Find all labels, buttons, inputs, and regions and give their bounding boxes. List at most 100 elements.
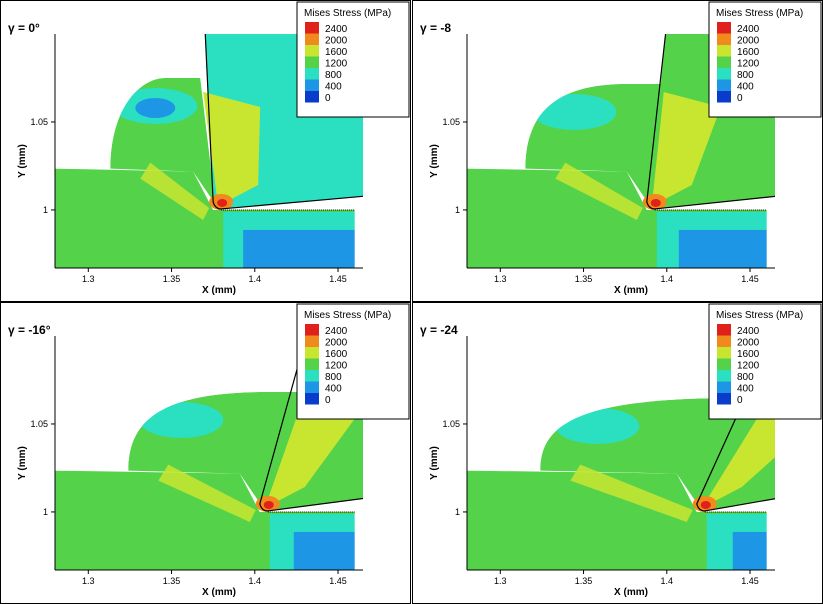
legend-level-label: 1600: [325, 47, 348, 58]
x-axis-label: X (mm): [614, 587, 648, 598]
legend-level-label: 2400: [737, 326, 760, 337]
y-axis-label: Y (mm): [17, 446, 28, 480]
contour-field: [55, 336, 363, 570]
x-tick-label: 1.35: [163, 576, 181, 586]
region-machined-blue: [678, 229, 775, 268]
y-tick-label: 1.05: [442, 117, 460, 127]
region-air-top: [165, 34, 206, 78]
region-high-stress: [203, 92, 261, 206]
legend-level-label: 1600: [737, 47, 760, 58]
y-axis-label: Y (mm): [17, 144, 28, 178]
region-hot-2400: [263, 500, 274, 509]
x-tick-label: 1.35: [575, 274, 593, 284]
legend-title: Mises Stress (MPa): [304, 8, 391, 19]
legend-level-label: 400: [737, 82, 754, 93]
legend-swatch: [717, 22, 731, 34]
x-tick-label: 1.3: [494, 274, 507, 284]
region-machined-blue: [293, 531, 363, 570]
region-air-top: [625, 34, 666, 84]
region-uncut-material: [467, 470, 697, 570]
legend-level-label: 1200: [737, 361, 760, 372]
legend-swatch: [305, 45, 319, 57]
y-tick-label: 1.05: [442, 419, 460, 429]
legend-level-label: 0: [325, 395, 331, 406]
legend-title: Mises Stress (MPa): [716, 8, 803, 19]
legend-swatch: [717, 56, 731, 68]
legend-level-label: 1200: [325, 59, 348, 70]
legend-swatch: [717, 370, 731, 382]
legend-swatch: [717, 347, 731, 359]
legend-swatch: [305, 358, 319, 370]
tool-outline: [204, 34, 363, 210]
legend-swatch: [305, 91, 319, 103]
legend-level-label: 800: [737, 70, 754, 81]
legend-level-label: 800: [325, 70, 342, 81]
region-chip-low: [532, 93, 617, 130]
region-high-stress: [264, 394, 362, 508]
legend-level-label: 800: [325, 372, 342, 383]
legend-level-label: 2400: [325, 24, 348, 35]
legend-level-label: 800: [737, 372, 754, 383]
legend-level-label: 1200: [325, 361, 348, 372]
legend-swatch: [305, 381, 319, 393]
region-shear-zone: [570, 464, 693, 522]
legend-swatch: [305, 68, 319, 80]
legend-swatch: [717, 91, 731, 103]
x-tick-label: 1.45: [741, 576, 759, 586]
legend-level-label: 1600: [325, 349, 348, 360]
legend-level-label: 400: [325, 82, 342, 93]
legend-level-label: 2400: [325, 326, 348, 337]
legend-swatch: [305, 370, 319, 382]
region-air-left: [467, 34, 626, 169]
region-hot-2400: [650, 198, 661, 207]
legend-level-label: 2000: [325, 338, 348, 349]
x-tick-label: 1.45: [741, 274, 759, 284]
panel-gamma-label: γ = -16°: [8, 323, 51, 337]
legend-level-label: 0: [325, 93, 331, 104]
region-machined-blue: [243, 229, 363, 268]
region-shear-zone: [158, 464, 256, 522]
region-uncut-material: [55, 470, 260, 570]
stress-panel: 1.3 1.35 1.4 1.45 1 1.05 X (mm) Y (mm) γ = -8 Mis…: [412, 0, 823, 302]
region-air-right: [766, 511, 775, 570]
region-high-stress: [701, 394, 775, 508]
x-tick-label: 1.45: [329, 576, 347, 586]
stress-panel: 1.3 1.35 1.4 1.45 1 1.05 X (mm) Y (mm) γ = 0° Mis…: [0, 0, 411, 302]
legend-level-label: 2000: [737, 36, 760, 47]
x-axis-label: X (mm): [614, 285, 648, 296]
y-tick-label: 1.05: [30, 419, 48, 429]
region-chip-lowest: [135, 97, 176, 118]
stress-panel: 1.3 1.35 1.4 1.45 1 1.05 X (mm) Y (mm) γ = -24 Mi…: [412, 302, 823, 604]
y-axis-label: Y (mm): [429, 446, 440, 480]
legend-level-label: 2000: [325, 36, 348, 47]
region-air-left: [467, 336, 735, 471]
legend-level-label: 0: [737, 93, 743, 104]
legend-swatch: [305, 347, 319, 359]
x-tick-label: 1.4: [661, 576, 674, 586]
x-tick-label: 1.4: [249, 274, 262, 284]
stress-panel: 1.3 1.35 1.4 1.45 1 1.05 X (mm) Y (mm) γ = -16° M…: [0, 302, 411, 604]
region-air-left: [55, 34, 166, 169]
panel-gamma-label: γ = -8: [420, 21, 451, 35]
x-tick-label: 1.4: [661, 274, 674, 284]
region-air-right: [766, 209, 775, 268]
region-shear-zone: [140, 162, 210, 220]
legend-swatch: [305, 324, 319, 336]
tool-outline: [646, 34, 775, 210]
tool-outline: [696, 336, 775, 512]
x-tick-label: 1.35: [575, 576, 593, 586]
legend-title: Mises Stress (MPa): [716, 310, 803, 321]
x-axis-label: X (mm): [202, 587, 236, 598]
legend-swatch: [305, 335, 319, 347]
legend-level-label: 2400: [737, 24, 760, 35]
legend-swatch: [305, 56, 319, 68]
legend-swatch: [717, 324, 731, 336]
y-tick-label: 1: [43, 205, 48, 215]
legend-level-label: 1200: [737, 59, 760, 70]
region-high-stress: [651, 92, 721, 206]
legend-swatch: [305, 22, 319, 34]
legend-swatch: [717, 335, 731, 347]
x-tick-label: 1.4: [249, 576, 262, 586]
region-chip-low: [139, 401, 224, 438]
